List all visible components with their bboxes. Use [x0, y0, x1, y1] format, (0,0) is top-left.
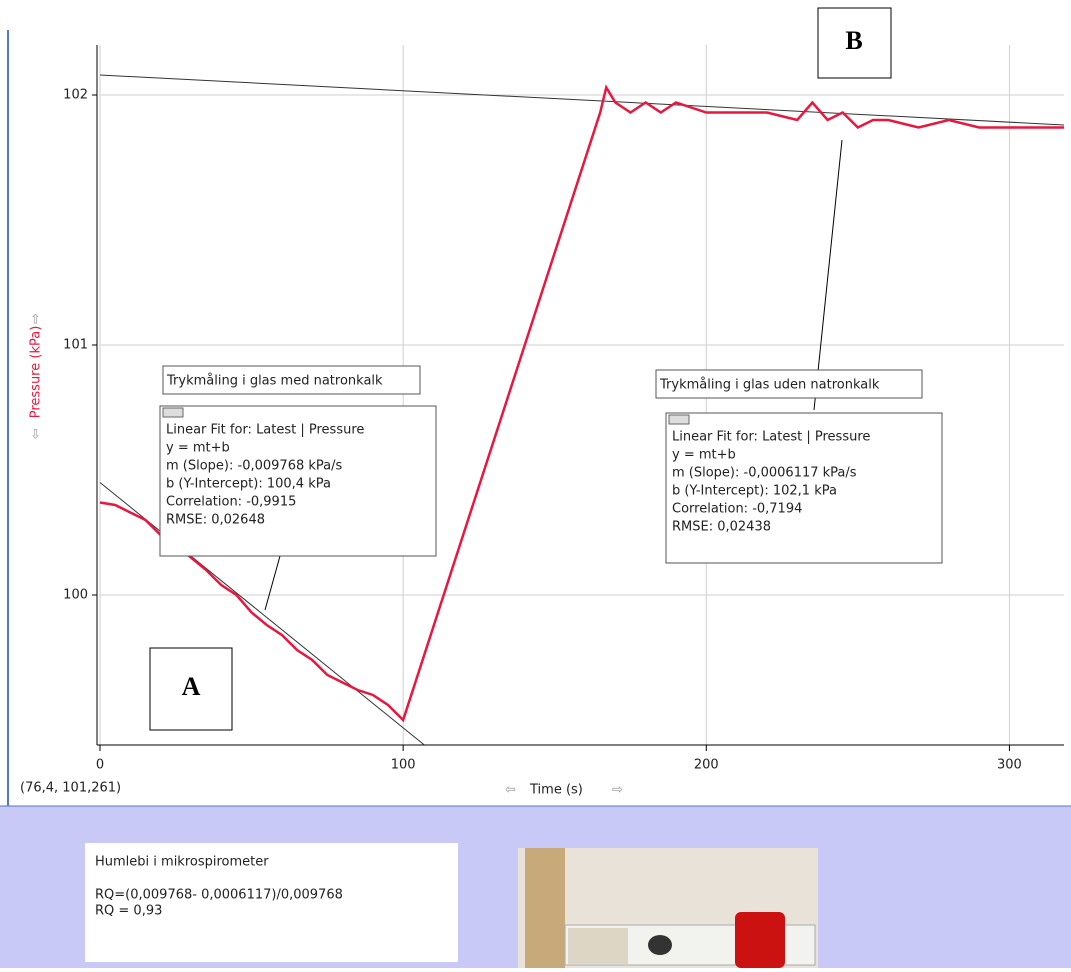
fit-line-text: Linear Fit for: Latest | Pressure	[166, 423, 364, 438]
x-tick-label: 200	[694, 758, 719, 773]
note-title: Humlebi i mikrospirometer	[95, 855, 269, 870]
arrow-down[interactable]: ⇩	[30, 428, 41, 443]
data-line	[100, 88, 1064, 721]
fit-line-text: m (Slope): -0,009768 kPa/s	[166, 459, 343, 474]
cursor-readout: (76,4, 101,261)	[20, 781, 121, 796]
fit-line-text: Linear Fit for: Latest | Pressure	[672, 430, 870, 445]
x-tick-label: 300	[997, 758, 1022, 773]
x-tick-label: 100	[391, 758, 416, 773]
y-tick-label: 102	[63, 88, 88, 103]
note-line: RQ=(0,009768- 0,0006117)/0,009768	[95, 888, 343, 903]
fit-boxes: Trykmåling i glas med natronkalk Linear F…	[160, 366, 942, 563]
fit-line-text: m (Slope): -0,0006117 kPa/s	[672, 466, 857, 481]
label-b: B	[845, 26, 862, 55]
annotation-title: Trykmåling i glas med natronkalk	[166, 374, 383, 389]
fit-line-text: RMSE: 0,02648	[166, 513, 265, 528]
arrow-right[interactable]: ⇨	[612, 783, 623, 798]
y-tick-label: 100	[63, 588, 88, 603]
fit-line-text: Correlation: -0,7194	[672, 502, 802, 517]
photo	[518, 848, 818, 968]
close-button[interactable]	[163, 408, 183, 417]
label-a: A	[182, 672, 201, 701]
fit-line-text: y = mt+b	[166, 441, 230, 456]
y-tick-label: 101	[63, 338, 88, 353]
close-button[interactable]	[669, 415, 689, 424]
x-tick-label: 0	[96, 758, 104, 773]
y-axis-label[interactable]: Pressure (kPa)	[29, 326, 44, 419]
annotation-title: Trykmåling i glas uden natronkalk	[659, 378, 880, 393]
fit-line-text: y = mt+b	[672, 448, 736, 463]
fit-line-text: RMSE: 0,02438	[672, 520, 771, 535]
connector	[265, 556, 280, 610]
arrow-left[interactable]: ⇦	[505, 783, 516, 798]
note-line: RQ = 0,93	[95, 904, 162, 919]
fit-line-text: b (Y-Intercept): 100,4 kPa	[166, 477, 331, 492]
fit-line	[100, 75, 1064, 125]
fit-line-text: Correlation: -0,9915	[166, 495, 296, 510]
screen: 0 100 200 300 100 101 102 Trykmåling i glas me…	[0, 0, 1071, 968]
x-axis-label[interactable]: Time (s)	[529, 783, 583, 798]
arrow-up[interactable]: ⇧	[30, 313, 41, 328]
fit-line-text: b (Y-Intercept): 102,1 kPa	[672, 484, 837, 499]
